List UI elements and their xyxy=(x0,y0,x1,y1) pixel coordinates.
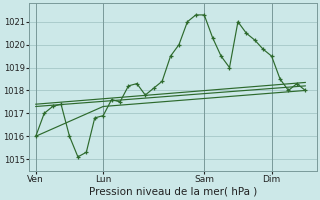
X-axis label: Pression niveau de la mer( hPa ): Pression niveau de la mer( hPa ) xyxy=(89,187,257,197)
